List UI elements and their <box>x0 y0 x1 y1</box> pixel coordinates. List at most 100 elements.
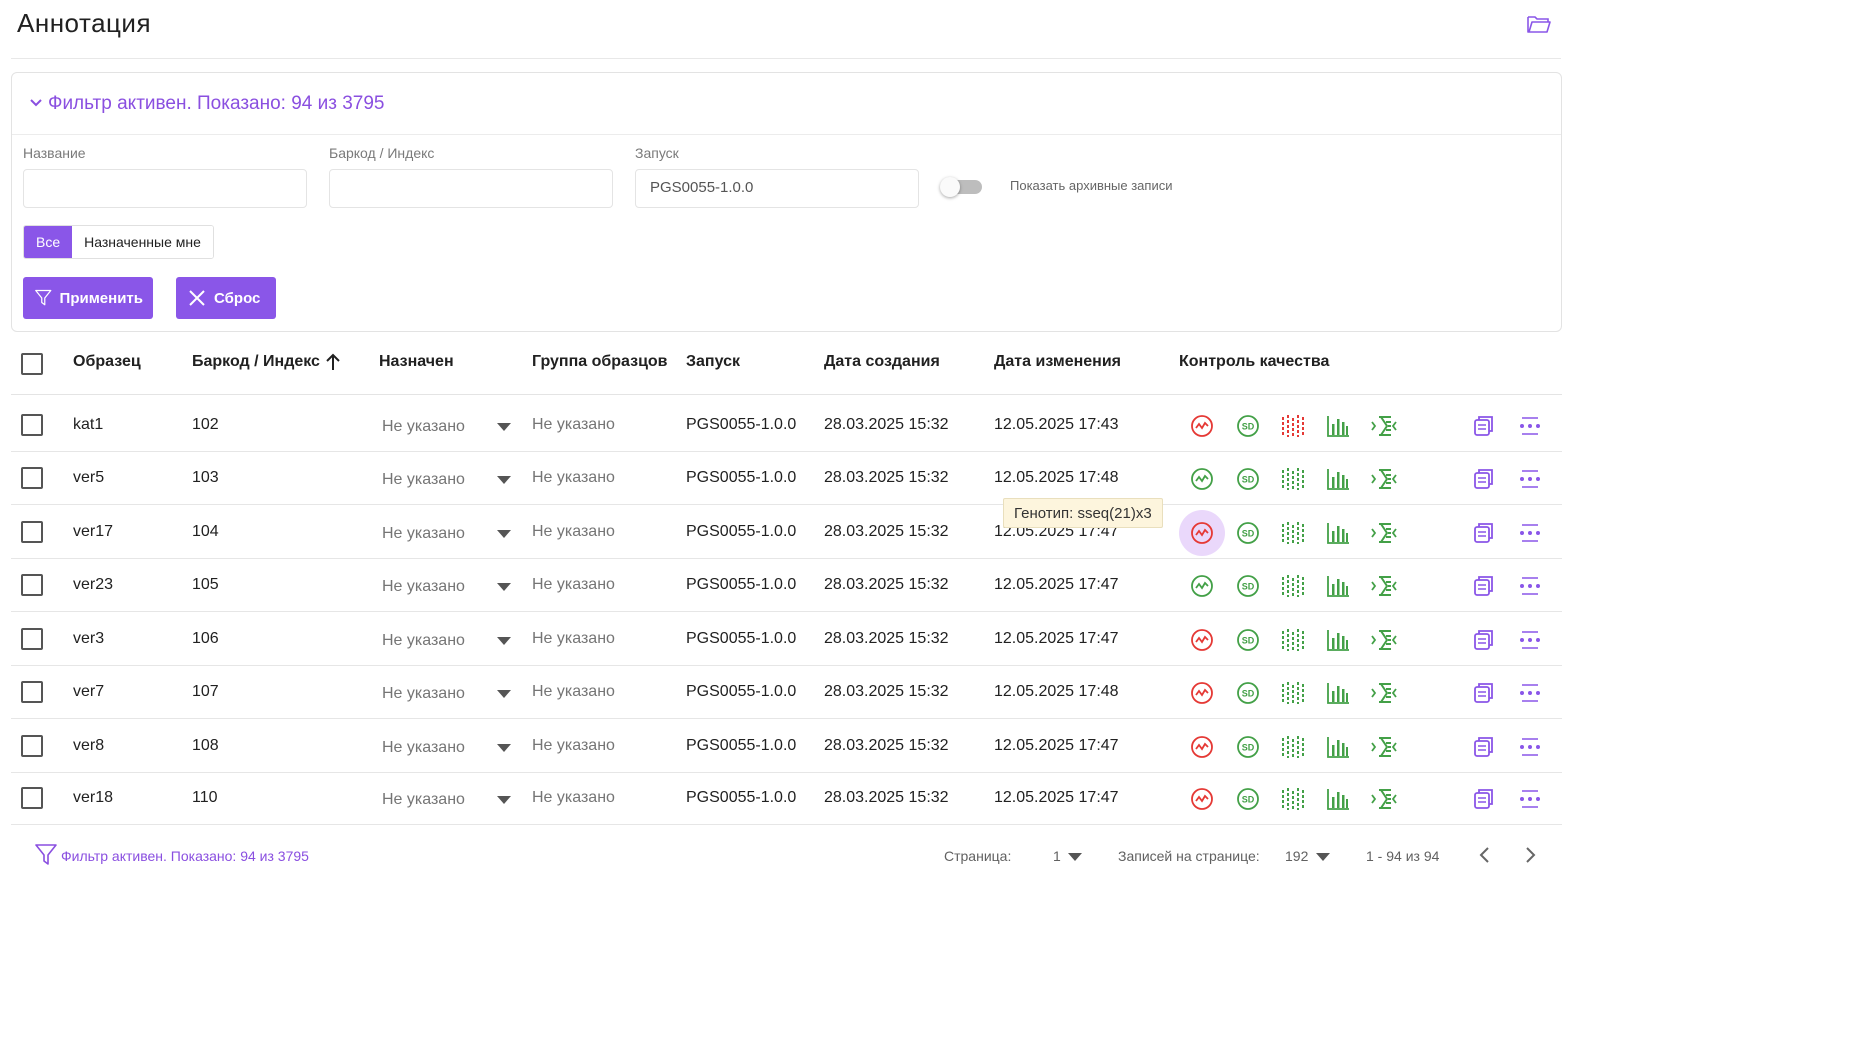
sample-name[interactable]: ver5 <box>73 469 105 486</box>
chevron-down-icon[interactable] <box>497 530 511 538</box>
alignment-icon[interactable] <box>1371 466 1397 492</box>
col-modified[interactable]: Дата изменения <box>994 353 1121 370</box>
chevron-down-icon[interactable] <box>497 423 511 431</box>
sample-name[interactable]: ver7 <box>73 683 105 700</box>
signal-icon[interactable] <box>1280 734 1306 760</box>
genotype-icon[interactable] <box>1189 573 1215 599</box>
signal-icon[interactable] <box>1280 573 1306 599</box>
assigned-select[interactable]: Не указано <box>382 471 465 488</box>
archive-toggle[interactable] <box>940 177 982 197</box>
assigned-select[interactable]: Не указано <box>382 418 465 435</box>
assigned-select[interactable]: Не указано <box>382 525 465 542</box>
alignment-icon[interactable] <box>1371 573 1397 599</box>
more-icon[interactable] <box>1517 627 1543 653</box>
assigned-select[interactable]: Не указано <box>382 791 465 808</box>
row-checkbox[interactable] <box>21 521 43 543</box>
table-row[interactable]: ver18 110 Не указано Не указано PGS0055-… <box>11 772 1562 825</box>
chevron-down-icon[interactable] <box>1068 853 1082 861</box>
sd-icon[interactable]: SD <box>1235 680 1261 706</box>
col-sample[interactable]: Образец <box>73 353 141 370</box>
select-all-checkbox[interactable] <box>21 353 43 375</box>
assigned-select[interactable]: Не указано <box>382 739 465 756</box>
more-icon[interactable] <box>1517 734 1543 760</box>
sample-name[interactable]: ver3 <box>73 630 105 647</box>
sample-name[interactable]: kat1 <box>73 416 104 433</box>
row-checkbox[interactable] <box>21 628 43 650</box>
row-checkbox[interactable] <box>21 735 43 757</box>
per-page-select[interactable]: 192 <box>1285 848 1309 864</box>
folder-open-icon[interactable] <box>1526 11 1552 37</box>
barcode-field[interactable] <box>329 169 613 208</box>
bar-chart-icon[interactable] <box>1325 466 1351 492</box>
chevron-down-icon[interactable] <box>1316 853 1330 861</box>
bar-chart-icon[interactable] <box>1325 573 1351 599</box>
sd-icon[interactable]: SD <box>1235 413 1261 439</box>
row-checkbox[interactable] <box>21 787 43 809</box>
scope-mine-button[interactable]: Назначенные мне <box>72 226 213 258</box>
col-assigned[interactable]: Назначен <box>379 353 454 370</box>
signal-icon[interactable] <box>1280 466 1306 492</box>
sd-icon[interactable]: SD <box>1235 573 1261 599</box>
more-icon[interactable] <box>1517 466 1543 492</box>
table-row[interactable]: ver23 105 Не указано Не указано PGS0055-… <box>11 559 1562 612</box>
bar-chart-icon[interactable] <box>1325 520 1351 546</box>
more-icon[interactable] <box>1517 573 1543 599</box>
sample-name[interactable]: ver23 <box>73 576 114 593</box>
sort-ascending-icon[interactable] <box>326 353 340 371</box>
bar-chart-icon[interactable] <box>1325 734 1351 760</box>
name-field[interactable] <box>23 169 307 208</box>
chevron-down-icon[interactable] <box>497 476 511 484</box>
bar-chart-icon[interactable] <box>1325 627 1351 653</box>
bar-chart-icon[interactable] <box>1325 680 1351 706</box>
filter-summary[interactable]: Фильтр активен. Показано: 94 из 3795 <box>48 93 385 114</box>
chevron-down-icon[interactable] <box>497 637 511 645</box>
table-row[interactable]: kat1 102 Не указано Не указано PGS0055-1… <box>11 399 1562 452</box>
sd-icon[interactable]: SD <box>1235 520 1261 546</box>
chevron-down-icon[interactable] <box>30 98 42 108</box>
col-run[interactable]: Запуск <box>686 353 740 370</box>
more-icon[interactable] <box>1517 680 1543 706</box>
assigned-select[interactable]: Не указано <box>382 632 465 649</box>
sample-name[interactable]: ver18 <box>73 789 114 806</box>
table-row[interactable]: ver7 107 Не указано Не указано PGS0055-1… <box>11 666 1562 719</box>
signal-icon[interactable] <box>1280 627 1306 653</box>
scope-all-button[interactable]: Все <box>24 226 73 258</box>
more-icon[interactable] <box>1517 786 1543 812</box>
col-barcode[interactable]: Баркод / Индекс <box>192 353 320 370</box>
genotype-icon[interactable] <box>1189 680 1215 706</box>
chevron-left-icon[interactable] <box>1478 846 1492 864</box>
more-icon[interactable] <box>1517 413 1543 439</box>
genotype-icon[interactable] <box>1179 510 1225 556</box>
page-select[interactable]: 1 <box>1053 848 1061 864</box>
alignment-icon[interactable] <box>1371 734 1397 760</box>
run-field[interactable]: PGS0055-1.0.0 <box>635 169 919 208</box>
chevron-down-icon[interactable] <box>497 690 511 698</box>
sd-icon[interactable]: SD <box>1235 786 1261 812</box>
assigned-select[interactable]: Не указано <box>382 578 465 595</box>
copy-icon[interactable] <box>1471 734 1497 760</box>
bar-chart-icon[interactable] <box>1325 786 1351 812</box>
row-checkbox[interactable] <box>21 574 43 596</box>
sd-icon[interactable]: SD <box>1235 734 1261 760</box>
filter-header[interactable]: Фильтр активен. Показано: 94 из 3795 <box>12 73 1561 135</box>
row-checkbox[interactable] <box>21 467 43 489</box>
bar-chart-icon[interactable] <box>1325 413 1351 439</box>
genotype-icon[interactable] <box>1189 786 1215 812</box>
copy-icon[interactable] <box>1471 520 1497 546</box>
sample-name[interactable]: ver8 <box>73 737 105 754</box>
genotype-icon[interactable] <box>1189 413 1215 439</box>
row-checkbox[interactable] <box>21 681 43 703</box>
alignment-icon[interactable] <box>1371 680 1397 706</box>
copy-icon[interactable] <box>1471 680 1497 706</box>
table-row[interactable]: ver8 108 Не указано Не указано PGS0055-1… <box>11 720 1562 773</box>
sample-name[interactable]: ver17 <box>73 523 114 540</box>
table-row[interactable]: ver5 103 Не указано Не указано PGS0055-1… <box>11 452 1562 505</box>
chevron-down-icon[interactable] <box>497 796 511 804</box>
signal-icon[interactable] <box>1280 413 1306 439</box>
reset-button[interactable]: Сброс <box>176 277 276 319</box>
genotype-icon[interactable] <box>1189 734 1215 760</box>
chevron-right-icon[interactable] <box>1523 846 1537 864</box>
row-checkbox[interactable] <box>21 414 43 436</box>
copy-icon[interactable] <box>1471 466 1497 492</box>
sd-icon[interactable]: SD <box>1235 627 1261 653</box>
